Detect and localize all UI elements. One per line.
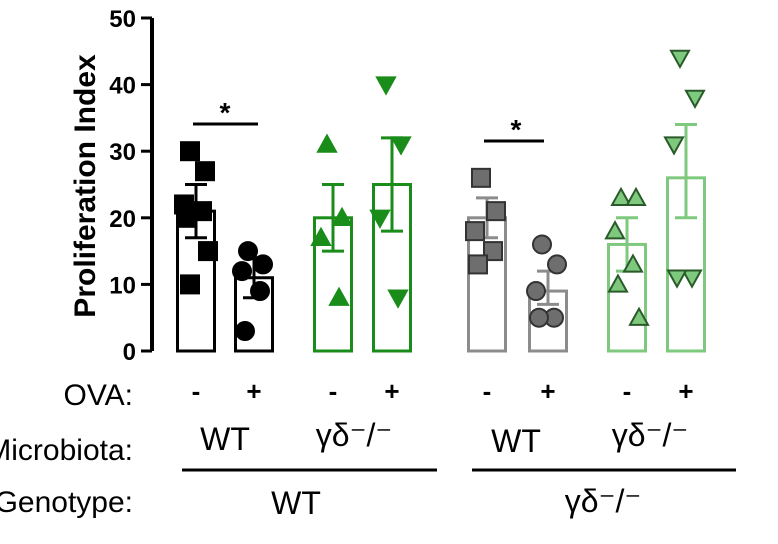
genotype-label-2: γδ⁻/⁻ (565, 483, 641, 519)
data-point (180, 274, 200, 295)
data-point (177, 207, 197, 228)
data-point (375, 76, 397, 96)
data-point (486, 201, 506, 222)
ova-sign: - (483, 376, 492, 406)
y-tick-label: 0 (123, 339, 136, 366)
data-point (250, 281, 270, 302)
ova-sign: + (246, 376, 261, 406)
data-point (622, 253, 644, 273)
sig-star-1: * (220, 97, 231, 128)
data-point (387, 289, 409, 309)
sig-star-2: * (511, 114, 522, 145)
data-point (532, 234, 552, 255)
data-point (331, 206, 353, 226)
data-point (604, 220, 626, 240)
data-point (369, 209, 391, 229)
ova-row-label: OVA: (64, 379, 133, 412)
data-point (253, 254, 273, 275)
microbiota-row-label: Microbiota: (0, 434, 133, 467)
ova-sign: - (623, 376, 632, 406)
data-point (669, 49, 691, 70)
data-point (529, 307, 549, 328)
ova-sign: - (329, 376, 338, 406)
y-tick-label: 10 (109, 272, 136, 299)
microbiota-label-1: WT (200, 421, 250, 457)
data-point (607, 273, 629, 293)
data-point (663, 136, 685, 156)
data-point (684, 89, 706, 109)
y-ticks: 0 10 20 30 40 50 (109, 6, 152, 366)
ova-sign: + (384, 376, 399, 406)
ova-sign: + (678, 376, 693, 406)
y-tick-label: 50 (109, 6, 136, 33)
data-point (666, 269, 688, 289)
data-point (471, 167, 491, 188)
ova-sign: + (540, 376, 555, 406)
genotype-label-1: WT (271, 485, 321, 521)
y-axis-label: Proliferation Index (69, 54, 102, 318)
data-point (628, 306, 650, 326)
y-tick-label: 40 (109, 73, 136, 100)
y-tick-label: 20 (109, 206, 136, 233)
data-point (681, 269, 703, 289)
data-point (195, 161, 215, 182)
microbiota-label-2: γδ⁻/⁻ (316, 417, 392, 453)
data-point (310, 226, 332, 246)
data-point (316, 133, 338, 153)
bars-layer (174, 49, 706, 353)
data-point (390, 136, 412, 156)
data-point (468, 254, 488, 275)
y-tick-label: 30 (109, 139, 136, 166)
data-point (625, 186, 647, 207)
microbiota-label-4: γδ⁻/⁻ (612, 417, 688, 453)
data-point (483, 241, 503, 262)
genotype-row-label: Genotype: (0, 486, 133, 519)
data-point (465, 221, 485, 242)
data-point (180, 141, 200, 162)
microbiota-label-3: WT (491, 423, 541, 459)
ova-sign: - (192, 376, 201, 406)
data-point (238, 241, 258, 262)
data-point (232, 261, 252, 282)
ova-signs: - + - + - + - + (192, 376, 694, 406)
data-point (198, 241, 218, 262)
data-point (526, 281, 546, 302)
data-point (235, 321, 255, 342)
data-point (610, 186, 632, 207)
data-point (328, 286, 350, 306)
data-point (547, 254, 567, 275)
